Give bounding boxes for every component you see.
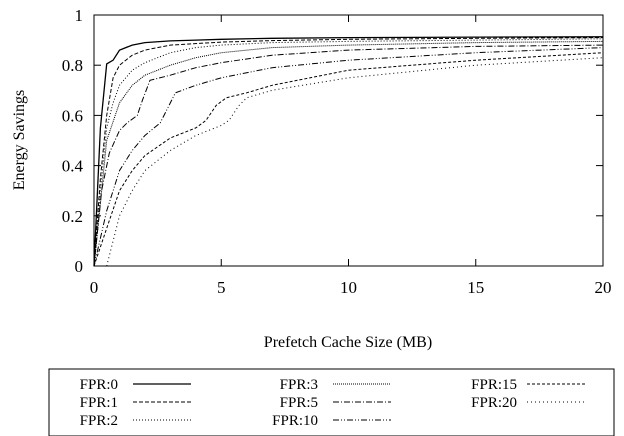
y-tick-label: 0.2 xyxy=(62,207,83,226)
legend-item: FPR:10 xyxy=(272,413,391,429)
legend-item: FPR:2 xyxy=(80,413,191,429)
y-axis-title: Energy Savings xyxy=(11,90,28,191)
plot-border xyxy=(93,14,604,267)
series-line-fpr-10 xyxy=(93,47,604,267)
series-line-fpr-5 xyxy=(93,44,604,267)
legend-label: FPR:5 xyxy=(280,395,318,411)
series-lines xyxy=(93,36,604,267)
plot-frame xyxy=(93,14,604,267)
legend-label: FPR:15 xyxy=(471,377,517,393)
x-tick-label: 0 xyxy=(90,278,99,297)
y-tick-label: 0.4 xyxy=(62,157,84,176)
y-tick-label: 0.8 xyxy=(62,56,83,75)
legend-label: FPR:0 xyxy=(80,377,118,393)
legend-label: FPR:3 xyxy=(280,377,318,393)
series-line-fpr-2 xyxy=(93,38,604,267)
legend-label: FPR:2 xyxy=(80,413,118,429)
legend-label: FPR:1 xyxy=(80,395,118,411)
legend: FPR:0 FPR:1 FPR:2 FPR:3 FPR:5 FPR:10 FPR:15 FPR… xyxy=(48,368,615,436)
y-axis-ticks: 0 0.2 0.4 0.6 0.8 1 xyxy=(62,6,603,276)
legend-item: FPR:15 xyxy=(471,377,585,393)
series-line-fpr-0 xyxy=(93,36,604,267)
series-line-fpr-15 xyxy=(93,52,604,267)
x-tick-label: 10 xyxy=(340,278,357,297)
x-tick-label: 5 xyxy=(217,278,226,297)
series-line-fpr-1 xyxy=(93,37,604,267)
legend-label: FPR:20 xyxy=(471,395,517,411)
y-tick-label: 1 xyxy=(75,6,84,25)
legend-item: FPR:20 xyxy=(471,395,585,411)
legend-box xyxy=(48,368,615,436)
x-tick-label: 15 xyxy=(467,278,484,297)
series-line-fpr-20 xyxy=(106,57,604,267)
x-axis-title: Prefetch Cache Size (MB) xyxy=(264,334,432,351)
legend-item: FPR:1 xyxy=(80,395,191,411)
legend-item: FPR:3 xyxy=(280,377,391,393)
x-tick-label: 20 xyxy=(595,278,612,297)
series-line-fpr-3 xyxy=(93,40,604,267)
y-tick-label: 0 xyxy=(75,257,84,276)
legend-label: FPR:10 xyxy=(272,413,318,429)
legend-item: FPR:5 xyxy=(280,395,391,411)
legend-items: FPR:0 FPR:1 FPR:2 FPR:3 FPR:5 FPR:10 FPR:15 FPR… xyxy=(80,377,585,429)
y-tick-label: 0.6 xyxy=(62,106,83,125)
legend-item: FPR:0 xyxy=(80,377,191,393)
x-axis-ticks: 0 5 10 15 20 xyxy=(90,15,612,297)
